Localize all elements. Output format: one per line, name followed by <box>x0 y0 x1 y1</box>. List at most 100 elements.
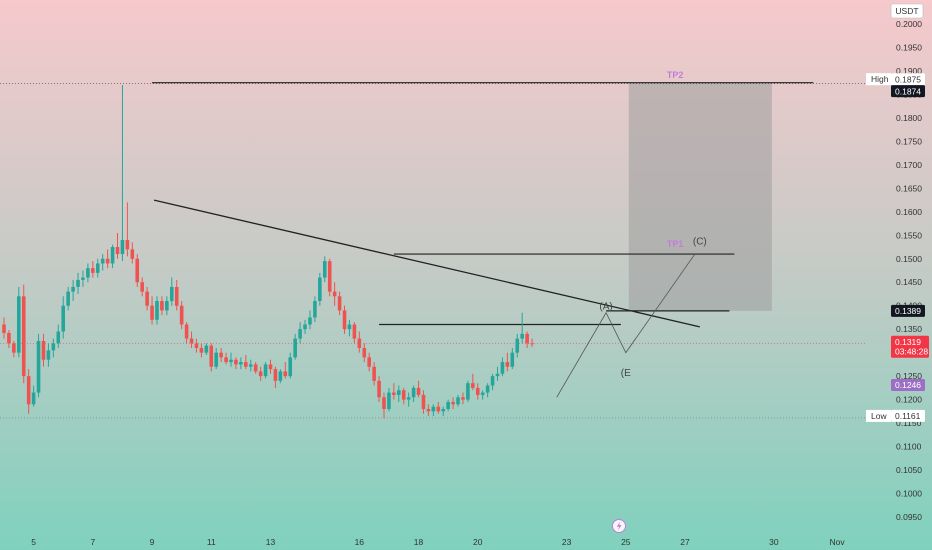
candle-body <box>248 364 253 367</box>
candle <box>436 401 441 414</box>
wave-path <box>556 253 696 398</box>
candle-body <box>204 345 209 353</box>
candle-body <box>130 249 135 259</box>
candle-body <box>7 332 11 344</box>
candle <box>520 312 524 344</box>
candle <box>500 357 505 377</box>
time-tick-label: 18 <box>414 537 424 547</box>
candle-body <box>71 286 75 292</box>
candle-body <box>140 282 144 292</box>
candle <box>86 263 90 283</box>
candle <box>322 256 327 283</box>
candle <box>342 305 347 334</box>
candle <box>31 385 36 407</box>
candle-body <box>451 401 455 405</box>
candle-body <box>263 364 268 377</box>
candle-body <box>530 343 534 345</box>
candle-body <box>105 258 110 264</box>
candle-body <box>244 362 248 367</box>
candle <box>446 399 450 412</box>
candle <box>495 366 500 381</box>
candle <box>165 296 169 316</box>
candle <box>362 343 367 363</box>
price-tick-label: 0.1250 <box>896 371 922 381</box>
candle-body <box>46 350 51 360</box>
candle-body <box>150 305 154 320</box>
candle <box>268 359 273 374</box>
candle <box>76 272 80 294</box>
candle <box>91 261 95 278</box>
candle <box>21 284 26 384</box>
candle <box>490 373 495 391</box>
candle <box>56 324 61 348</box>
candle <box>61 296 66 339</box>
candle-body <box>426 409 431 412</box>
price-tick-label: 0.1100 <box>896 442 922 452</box>
candle-body <box>26 376 31 405</box>
level-value-tag: 0.1874 <box>895 86 921 96</box>
candle-body <box>209 345 214 367</box>
price-tick-label: 0.1150 <box>896 418 922 428</box>
lightning-icon[interactable] <box>612 519 626 533</box>
candle <box>421 390 426 414</box>
currency-badge[interactable] <box>890 3 924 19</box>
candle-body <box>155 301 159 320</box>
candle-body <box>431 406 436 412</box>
candle <box>17 286 21 358</box>
candle <box>130 242 135 264</box>
position-boxes <box>628 82 772 311</box>
candle-body <box>61 305 66 332</box>
candle <box>120 85 125 262</box>
chart-annotations: TP2 TP1 (C) (A) (E <box>599 70 706 379</box>
candle <box>219 347 223 363</box>
candle <box>485 383 490 398</box>
time-tick-label: 16 <box>355 537 365 547</box>
low-label: Low <box>871 411 887 421</box>
candle <box>401 387 406 405</box>
candle-body <box>258 371 263 377</box>
candle <box>466 380 470 402</box>
candle <box>298 322 302 344</box>
candle-body <box>382 397 386 410</box>
candle <box>248 359 253 372</box>
candle-body <box>174 286 179 306</box>
candle-body <box>362 347 367 358</box>
price-axis[interactable]: USDT0.20000.19500.19000.18500.18000.1750… <box>866 0 932 550</box>
entry-value-tag-bg <box>891 304 925 317</box>
annotation-label: TP2 <box>667 70 684 80</box>
time-axis[interactable]: 5 7 9 11 13 16 18 20 23 25 27 30 Nov <box>31 537 845 547</box>
candle <box>36 333 41 398</box>
candle-body <box>515 338 520 353</box>
candle-body <box>480 392 485 395</box>
candle-body <box>145 291 149 306</box>
candle-body <box>288 357 293 377</box>
candle <box>382 392 386 419</box>
candle <box>372 362 376 386</box>
candle-body <box>357 338 362 348</box>
candle <box>204 343 209 356</box>
candle <box>475 383 480 400</box>
candle-body <box>239 362 243 365</box>
current-price-value: 0.1319 <box>895 337 921 347</box>
low-value-tag: 0.1161 <box>895 411 921 421</box>
price-tick-label: 0.1600 <box>896 207 922 217</box>
candle <box>239 357 243 370</box>
candle <box>392 383 396 400</box>
candle <box>397 385 401 402</box>
candle-body <box>194 343 199 348</box>
candle <box>41 333 46 367</box>
candle <box>387 387 391 412</box>
candle-body <box>214 352 219 367</box>
candle <box>273 366 278 388</box>
candle <box>7 330 11 348</box>
candle-body <box>17 296 21 353</box>
price-tick-label: 0.1950 <box>896 42 922 52</box>
candle <box>293 333 297 360</box>
price-tick-label: 0.1900 <box>896 66 922 76</box>
candle-body <box>2 324 6 333</box>
candle-body <box>179 305 184 325</box>
candle <box>505 352 510 372</box>
candle-body <box>485 385 490 393</box>
candle-body <box>224 357 228 363</box>
